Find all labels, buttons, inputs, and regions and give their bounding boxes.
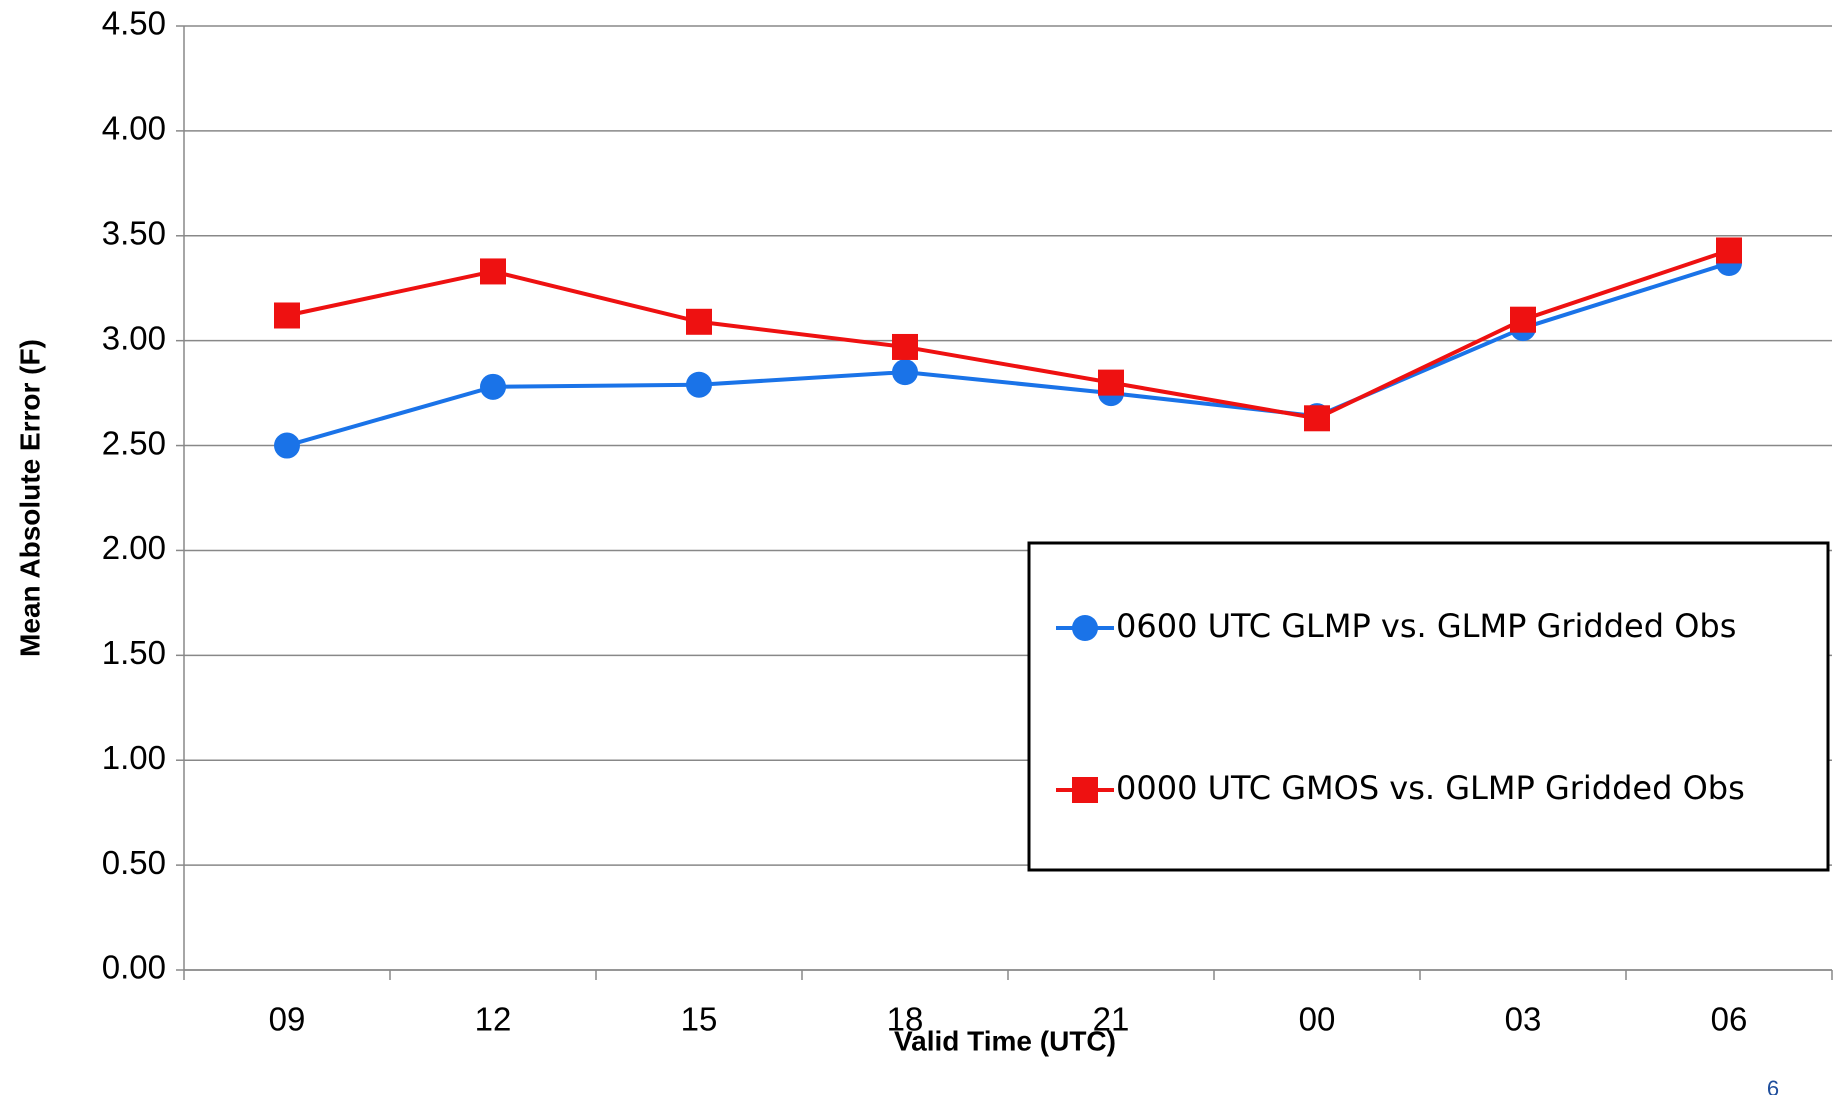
data-point <box>686 308 712 335</box>
legend-label: 0600 UTC GLMP vs. GLMP Gridded Obs <box>1116 607 1736 645</box>
data-point <box>274 302 300 329</box>
data-point <box>480 258 506 285</box>
data-point <box>1510 306 1536 333</box>
x-tick-label: 00 <box>1299 1001 1336 1038</box>
x-tick-label: 18 <box>887 1001 924 1038</box>
y-tick-label: 4.50 <box>102 5 166 42</box>
y-tick-label: 2.50 <box>102 424 166 461</box>
data-point <box>274 432 300 459</box>
data-point <box>1304 405 1330 432</box>
y-tick-label: 3.00 <box>102 319 166 356</box>
data-point <box>1716 237 1742 264</box>
data-point <box>480 373 506 400</box>
legend-label: 0000 UTC GMOS vs. GLMP Gridded Obs <box>1116 769 1745 807</box>
data-point <box>892 333 918 360</box>
y-tick-label: 3.50 <box>102 214 166 251</box>
legend-marker <box>1072 777 1098 803</box>
legend-box <box>1027 541 1830 872</box>
x-axis-title: Valid Time (UTC) <box>894 1025 1116 1056</box>
x-tick-label: 06 <box>1711 1001 1748 1038</box>
y-tick-label: 0.00 <box>102 949 166 986</box>
x-tick-label: 03 <box>1505 1001 1542 1038</box>
series-line <box>286 261 1730 448</box>
data-point <box>1098 369 1124 396</box>
y-tick-label: 1.00 <box>102 739 166 776</box>
data-point <box>892 359 918 386</box>
y-tick-label: 2.00 <box>102 529 166 566</box>
x-tick-label: 15 <box>681 1001 718 1038</box>
data-point <box>686 371 712 398</box>
x-tick-label: 12 <box>475 1001 512 1038</box>
y-axis-title: Mean Absolute Error (F) <box>14 339 45 657</box>
page-number: 6 <box>1767 1076 1779 1095</box>
y-tick-label: 1.50 <box>102 634 166 671</box>
legend-marker <box>1072 615 1098 641</box>
x-tick-label: 09 <box>269 1001 306 1038</box>
y-tick-label: 4.00 <box>102 110 166 147</box>
y-tick-label: 0.50 <box>102 844 166 881</box>
series-line <box>286 248 1730 421</box>
x-tick-label: 21 <box>1093 1001 1130 1038</box>
